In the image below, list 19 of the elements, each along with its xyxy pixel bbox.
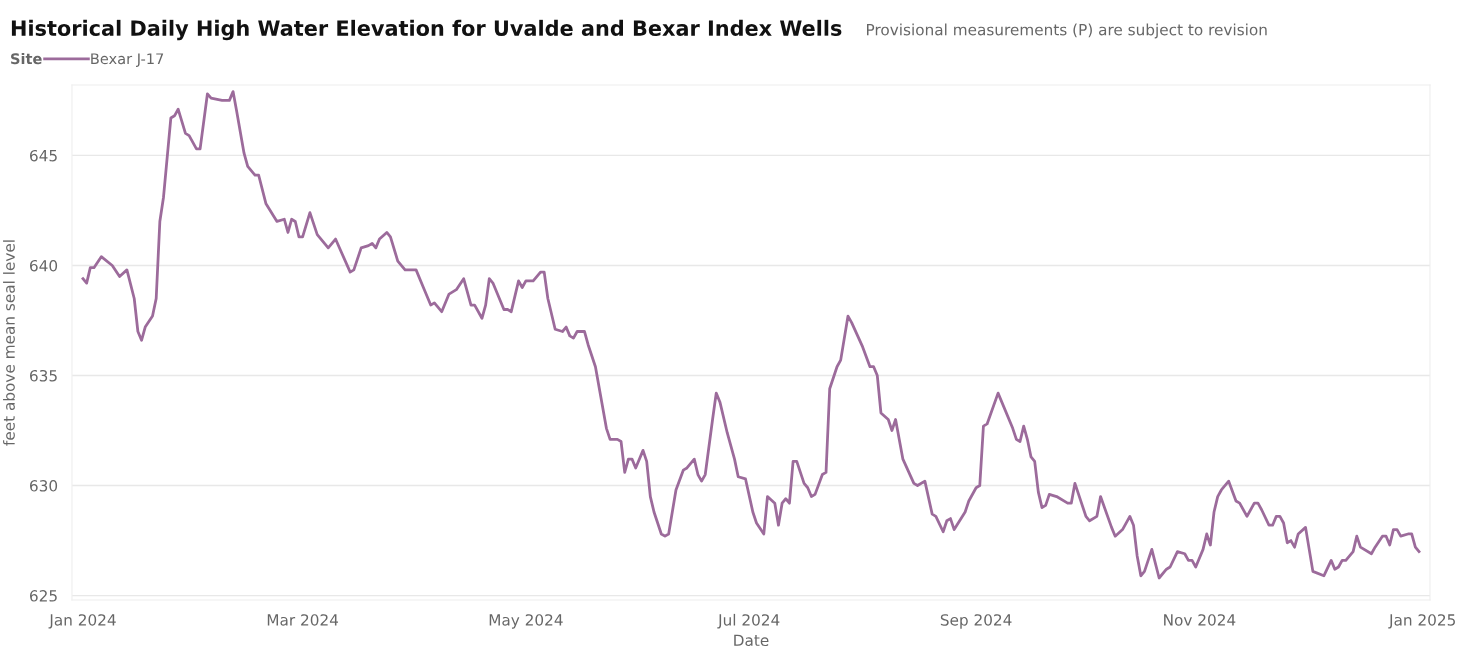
- x-tick-label: Sep 2024: [940, 614, 1012, 629]
- chart-subtitle: Provisional measurements (P) are subject to revision: [867, 23, 1267, 39]
- x-tick-label: May 2024: [489, 614, 563, 629]
- y-tick-label: 625: [30, 590, 57, 602]
- line-series: [81, 90, 1421, 580]
- x-tick-label: Jul 2024: [717, 613, 780, 629]
- y-axis-title: feet above mean seal level: [3, 240, 15, 446]
- x-tick-label: Jan 2025: [1388, 614, 1455, 629]
- chart-title: Historical Daily High Water Elevation for Uvalde and Bexar Index Wells: [11, 19, 842, 41]
- legend-label: Bexar J-17: [91, 53, 164, 67]
- legend-title: Site: [11, 52, 42, 65]
- x-tick-label: Mar 2024: [267, 614, 339, 626]
- y-tick-label: 640: [30, 259, 58, 272]
- y-tick-label: 645: [30, 149, 57, 162]
- x-tick-label: Jan 2024: [48, 614, 116, 629]
- x-tick-label: Nov 2024: [1164, 614, 1236, 626]
- y-tick-label: 630: [30, 480, 58, 492]
- x-axis-title: Date: [734, 634, 769, 647]
- y-tick-label: 635: [30, 369, 57, 382]
